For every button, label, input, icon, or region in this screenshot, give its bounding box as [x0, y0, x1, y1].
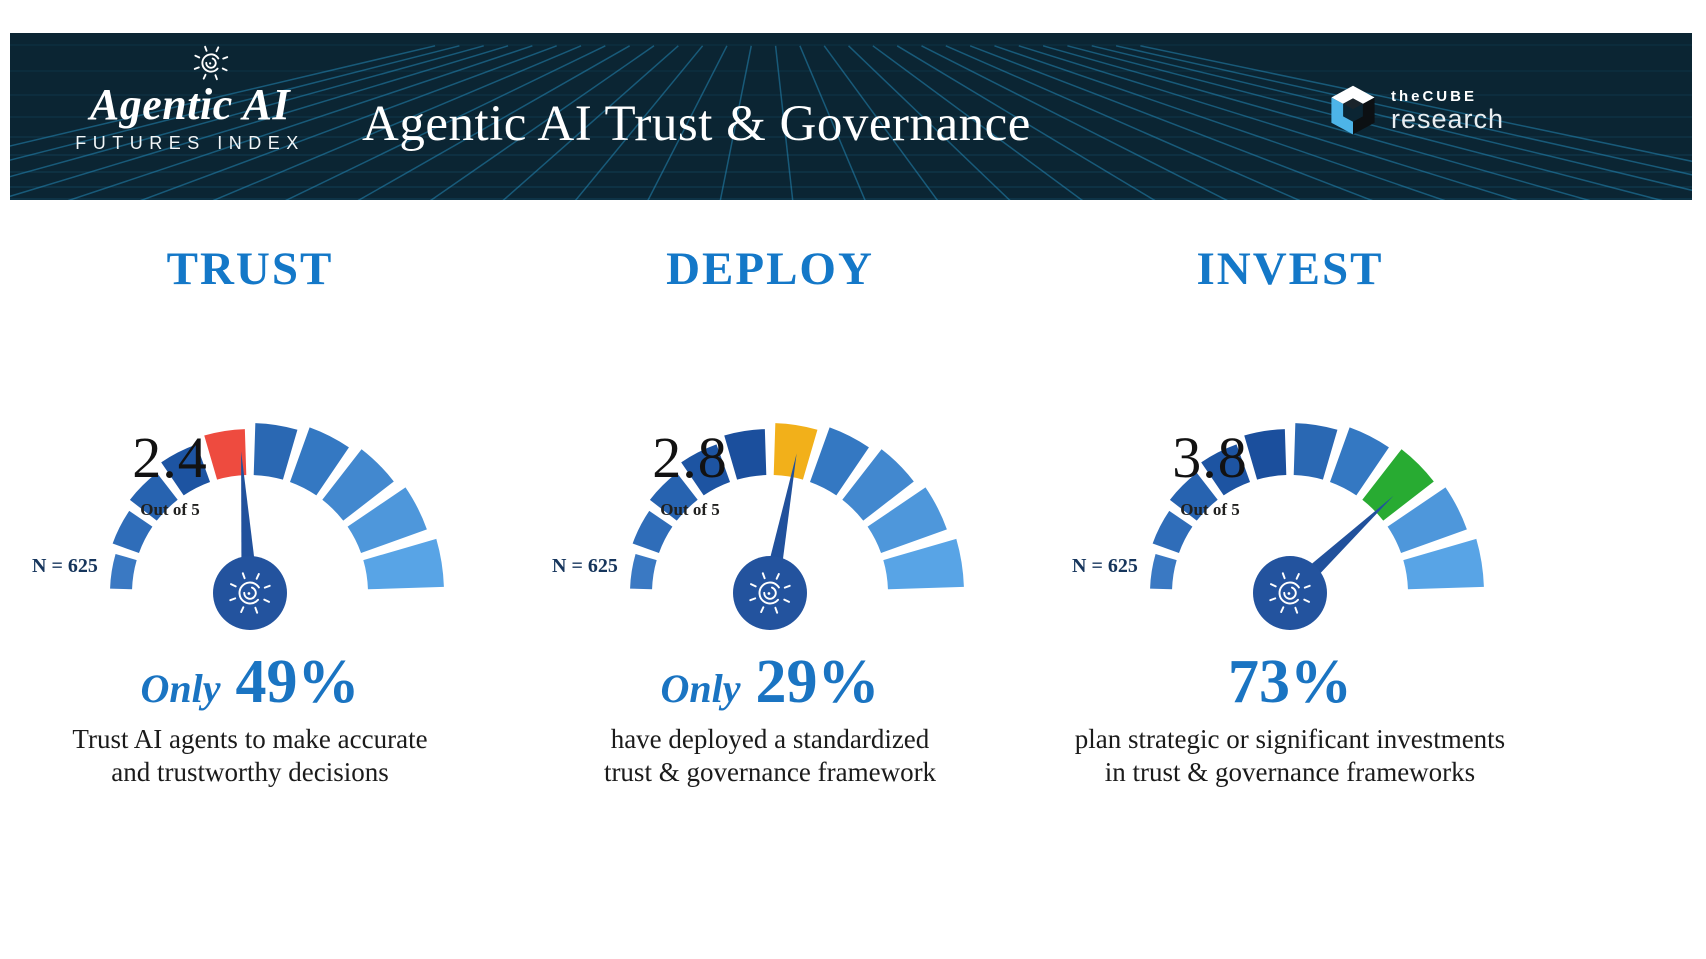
stat-prefix: Only [140, 666, 221, 711]
stat-value: 73% [1228, 648, 1352, 716]
gauge-invest: 3.8 Out of 5 N = 625 [1070, 335, 1510, 635]
stat-line: Only 29% [510, 651, 1030, 713]
stat-description-line2: and trustworthy decisions [111, 756, 389, 787]
stat-description-line1: Trust AI agents to make accurate [72, 724, 428, 754]
gauge-trust: 2.4 Out of 5 N = 625 [30, 335, 470, 635]
gauge-value: 2.4 [132, 425, 208, 490]
stat-description-line1: have deployed a standardized [610, 724, 930, 754]
logo-title: Agentic AI [89, 80, 291, 129]
stat-description-line1: plan strategic or significant investment… [1074, 724, 1506, 754]
brand-name-bottom: research [1390, 104, 1504, 134]
page-title: Agentic AI Trust & Governance [362, 96, 1031, 152]
stat-description-line2: in trust & governance frameworks [1104, 756, 1476, 787]
thecube-research-logo: theCUBE research [1326, 81, 1504, 141]
stat-description: have deployed a standardized trust & gov… [510, 723, 1030, 789]
gauge-value: 2.8 [652, 425, 728, 490]
sample-size-label: N = 625 [1072, 555, 1138, 577]
stat-value: 49% [235, 648, 360, 716]
stat-description-line2: trust & governance framework [603, 756, 937, 787]
stat-prefix: Only [660, 666, 741, 711]
brand-name-top: theCUBE [1390, 88, 1477, 105]
gauge-out-of-label: Out of 5 [1180, 500, 1240, 519]
trust-column: TRUST 2.4 Out of 5 N = 625 Only 49% Trust… [0, 246, 510, 789]
gauge-chart [630, 423, 964, 630]
gauge-deploy: 2.8 Out of 5 N = 625 [550, 335, 990, 635]
gauge-chart [1150, 423, 1484, 630]
logo-subtitle: FUTURES INDEX [75, 132, 305, 153]
header-banner: Agentic AI FUTURES INDEX Agentic AI Trus… [10, 33, 1692, 200]
gauge-out-of-label: Out of 5 [660, 500, 720, 519]
gauge-title-deploy: DEPLOY [666, 243, 874, 295]
gauge-title-invest: INVEST [1196, 243, 1384, 295]
perspective-grid-pattern [10, 44, 1692, 200]
stat-description: plan strategic or significant investment… [1030, 723, 1550, 789]
deploy-column: DEPLOY 2.8 Out of 5 N = 625 Only 29% have… [510, 246, 1030, 789]
gauge-title-trust: TRUST [166, 243, 334, 295]
agentic-ai-logo: Agentic AI FUTURES INDEX [60, 43, 320, 154]
brand-text: theCUBE research [1391, 89, 1504, 133]
stat-line: Only 49% [0, 651, 510, 713]
gauge-chart [110, 423, 444, 630]
cube-icon [1331, 85, 1375, 135]
stat-description: Trust AI agents to make accurate and tru… [0, 723, 510, 789]
sample-size-label: N = 625 [552, 555, 618, 577]
stat-line: 73% [1030, 651, 1550, 713]
invest-column: INVEST 3.8 Out of 5 N = 625 73% plan str… [1030, 246, 1550, 789]
gauge-out-of-label: Out of 5 [140, 500, 200, 519]
sun-spiral-icon [193, 45, 229, 81]
gauge-value: 3.8 [1172, 425, 1248, 490]
stat-value: 29% [755, 648, 880, 716]
sample-size-label: N = 625 [32, 555, 98, 577]
